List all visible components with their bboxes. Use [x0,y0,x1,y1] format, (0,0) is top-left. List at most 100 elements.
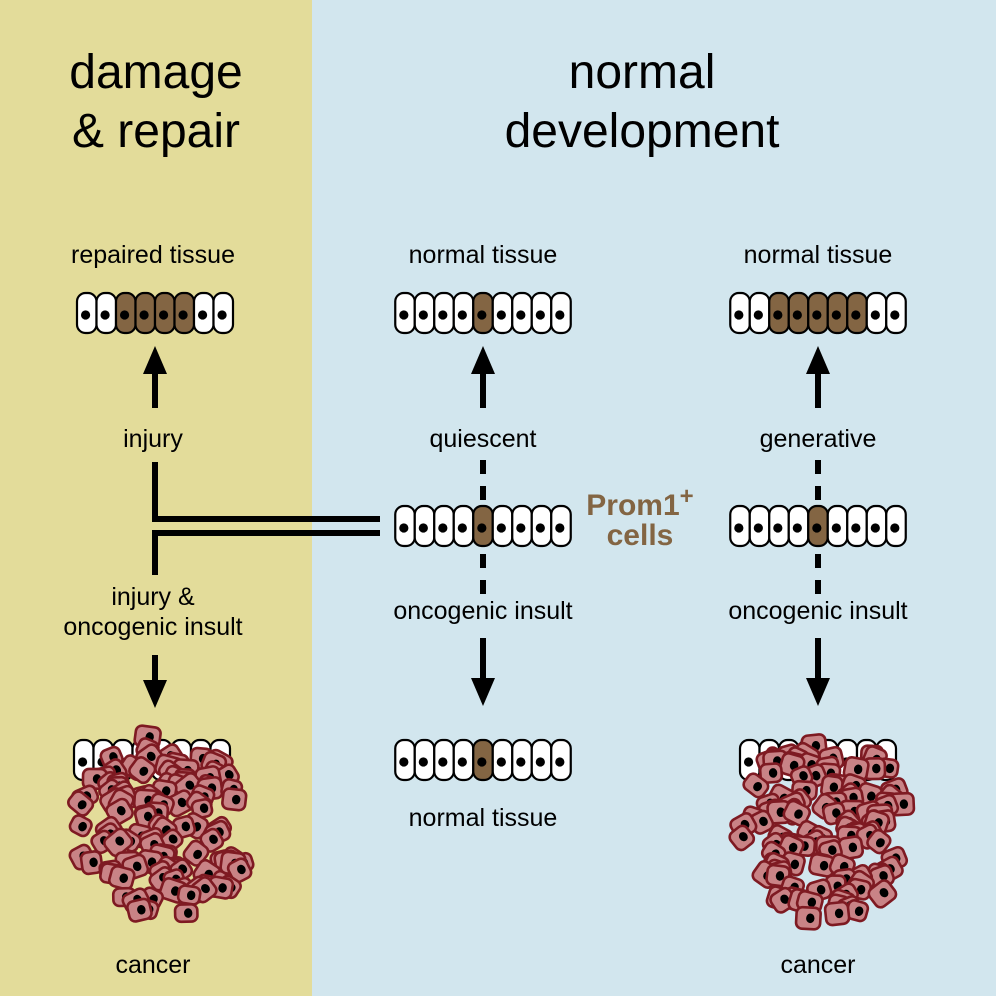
cell-nucleus [399,523,408,532]
cell-nucleus [744,757,753,766]
prom1-cells-row-right [730,506,906,546]
cell-nucleus [100,310,109,319]
cell-nucleus [851,310,860,319]
tumor-cell [108,865,136,891]
cell-nucleus [536,757,545,766]
arrow-oncogenic-right-down [806,638,830,706]
normal-tissue-label-left-bottom: normal tissue [333,803,633,833]
prom1-cells-row-left [395,506,571,546]
tumor-cell [68,813,94,838]
prom1-text: Prom1 [586,489,679,522]
prom1-to-damage-connector [155,462,380,575]
cell-nucleus [890,310,899,319]
cell-nucleus [399,310,408,319]
normal-tissue-label-left-top: normal tissue [333,240,633,270]
generative-label: generative [668,424,968,454]
damage-title-line2: & repair [0,103,312,162]
injury-label: injury [0,424,306,454]
cell-nucleus [754,310,763,319]
cell-nucleus [477,310,486,319]
cell-nucleus [536,523,545,532]
cell-nucleus [734,523,743,532]
arrow-head [471,346,495,374]
cell-nucleus [871,310,880,319]
prom1-cells-label: Prom1+ cells [575,485,705,551]
arrow-oncogenic-left-down [471,638,495,706]
cell-nucleus [139,310,148,319]
cell-nucleus [812,310,821,319]
cell-nucleus [516,523,525,532]
normal-title-line1: normal [312,44,972,103]
cell-nucleus [438,523,447,532]
connector-lower-line [155,533,380,575]
cells-line: cells [575,521,705,551]
cell-nucleus [516,310,525,319]
arrow-head [806,346,830,374]
cell-nucleus [754,523,763,532]
cell-nucleus [458,757,467,766]
cell-nucleus [773,523,782,532]
arrow-head [471,678,495,706]
cell-nucleus [832,310,841,319]
quiescent-label: quiescent [333,424,633,454]
cell-nucleus [458,310,467,319]
cell-nucleus [497,757,506,766]
cell-nucleus [178,310,187,319]
cell-nucleus [497,523,506,532]
cell-nucleus [419,757,428,766]
arrow-generative-up [806,346,830,408]
cell-nucleus [555,310,564,319]
cell-nucleus [458,523,467,532]
cell-nucleus [477,757,486,766]
cell-nucleus [78,757,87,766]
cell-nucleus [198,310,207,319]
cell-nucleus [773,310,782,319]
cell-nucleus [871,523,880,532]
cell-nucleus [555,757,564,766]
injury-oncogenic-label: injury & oncogenic insult [0,582,306,642]
cell-nucleus [120,310,129,319]
normal-title-line2: development [312,103,972,162]
normal-tissue-row-left-top [395,293,571,333]
cell-nucleus [438,310,447,319]
oncogenic-insult-label-left: oncogenic insult [333,596,633,626]
tumor-cell [796,907,821,930]
cell-nucleus [793,523,802,532]
prom1-line: Prom1+ [575,485,705,521]
arrow-injury-oncogenic-down [143,655,167,708]
cell-nucleus [890,523,899,532]
cell-nucleus [516,757,525,766]
cancer-label-right: cancer [668,950,968,980]
arrow-head [806,678,830,706]
tumor-cell [126,898,153,923]
normal-tissue-row-left-bottom [395,740,571,780]
cell-nucleus [81,310,90,319]
arrow-head [143,680,167,708]
repaired-tissue-row [77,293,233,333]
cell-nucleus [851,523,860,532]
cell-nucleus [419,523,428,532]
tumor-cell [824,902,849,926]
cell-nucleus [497,310,506,319]
tumor-cell [222,788,247,811]
tumor-cell [175,904,198,922]
cell-nucleus [217,310,226,319]
cell-nucleus [555,523,564,532]
oncogenic-insult-label-right: oncogenic insult [668,596,968,626]
arrow-injury-up [143,346,167,408]
tumor-cell [177,885,201,906]
cell-nucleus [438,757,447,766]
cell-nucleus [832,523,841,532]
cell-nucleus [419,310,428,319]
cell-nucleus [536,310,545,319]
arrow-quiescent-up [471,346,495,408]
cell-nucleus [477,523,486,532]
repaired-tissue-label: repaired tissue [0,240,306,270]
damage-title-line1: damage [0,44,312,103]
cell-nucleus [812,523,821,532]
cell-nucleus [159,310,168,319]
arrow-head [143,346,167,374]
injury-oncogenic-line2: oncogenic insult [0,612,306,642]
cell-nucleus [734,310,743,319]
prom1-superscript: + [680,483,694,510]
